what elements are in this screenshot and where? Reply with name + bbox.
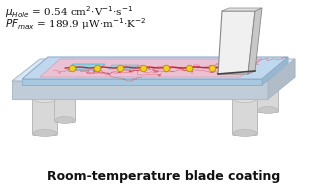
Polygon shape xyxy=(40,59,262,77)
Polygon shape xyxy=(12,59,295,81)
FancyBboxPatch shape xyxy=(257,84,278,112)
FancyBboxPatch shape xyxy=(54,94,75,122)
Ellipse shape xyxy=(33,129,56,136)
Ellipse shape xyxy=(258,83,277,90)
Ellipse shape xyxy=(55,116,74,123)
Polygon shape xyxy=(108,65,139,69)
FancyBboxPatch shape xyxy=(233,97,257,136)
Point xyxy=(163,66,169,69)
Ellipse shape xyxy=(234,95,256,102)
Polygon shape xyxy=(262,57,288,85)
Ellipse shape xyxy=(234,129,256,136)
Polygon shape xyxy=(12,81,268,99)
Ellipse shape xyxy=(258,106,277,114)
Ellipse shape xyxy=(33,95,56,102)
Point xyxy=(140,66,146,69)
Polygon shape xyxy=(222,8,262,11)
Point xyxy=(209,66,215,69)
Point xyxy=(117,66,123,69)
Text: $\mu_{\mathit{Hole}}$ = 0.54 cm$^{2}$·V$^{-1}$·s$^{-1}$: $\mu_{\mathit{Hole}}$ = 0.54 cm$^{2}$·V$… xyxy=(5,4,133,20)
Polygon shape xyxy=(22,57,288,79)
Point xyxy=(70,66,75,69)
Text: Room-temperature blade coating: Room-temperature blade coating xyxy=(47,170,281,183)
Point xyxy=(94,66,100,69)
Polygon shape xyxy=(248,8,262,74)
Point xyxy=(186,66,192,69)
Polygon shape xyxy=(68,64,105,70)
Polygon shape xyxy=(218,11,255,74)
Polygon shape xyxy=(22,79,262,85)
FancyBboxPatch shape xyxy=(32,97,57,136)
Ellipse shape xyxy=(55,92,74,99)
Polygon shape xyxy=(268,59,295,99)
Text: $\mathit{PF}_{\mathit{max}}$ = 189.9 μW·m$^{-1}$·K$^{-2}$: $\mathit{PF}_{\mathit{max}}$ = 189.9 μW·… xyxy=(5,16,146,32)
